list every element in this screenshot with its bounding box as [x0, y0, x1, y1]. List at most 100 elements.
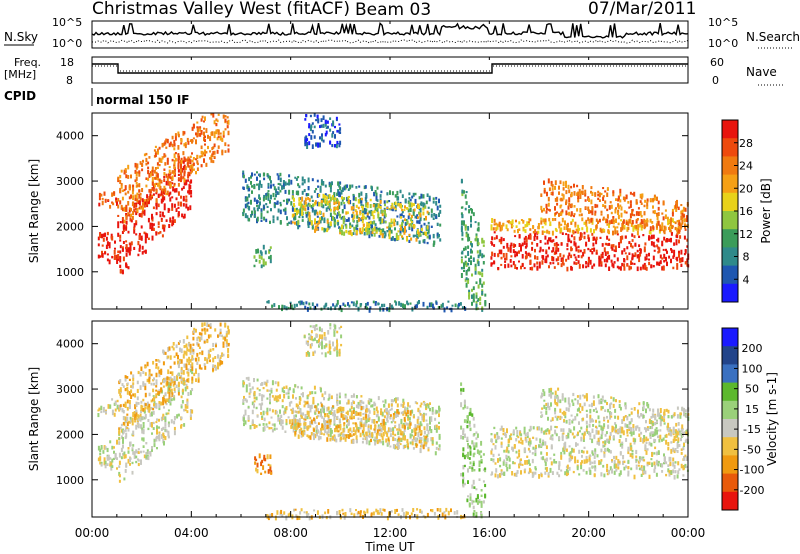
heatmap-cell — [438, 421, 440, 424]
heatmap-cell — [189, 364, 192, 369]
heatmap-cell — [126, 413, 129, 416]
heatmap-cell — [509, 244, 512, 250]
heatmap-cell — [192, 351, 195, 355]
heatmap-cell — [172, 188, 175, 192]
heatmap-cell — [460, 266, 463, 270]
heatmap-cell — [619, 188, 622, 194]
heatmap-cell — [189, 348, 192, 352]
heatmap-cell — [339, 425, 342, 431]
heatmap-cell — [307, 193, 310, 196]
heatmap-cell — [423, 438, 426, 443]
heatmap-cell — [163, 215, 166, 218]
heatmap-cell — [346, 410, 349, 416]
heatmap-cell — [184, 409, 187, 412]
heatmap-cell — [132, 430, 135, 436]
freq-panel-frame — [91, 56, 689, 84]
heatmap-cell — [129, 416, 132, 420]
heatmap-cell — [225, 342, 228, 348]
heatmap-cell — [146, 204, 149, 208]
heatmap-cell — [378, 228, 381, 231]
heatmap-cell — [426, 305, 429, 309]
heatmap-cell — [187, 171, 190, 176]
heatmap-cell — [633, 191, 636, 197]
heatmap-cell — [292, 428, 295, 433]
heatmap-cell — [139, 385, 142, 390]
heatmap-cell — [160, 201, 163, 204]
heatmap-cell — [259, 180, 261, 186]
heatmap-cell — [627, 201, 630, 204]
heatmap-cell — [279, 409, 281, 414]
heatmap-cell — [135, 414, 138, 419]
heatmap-cell — [160, 368, 163, 373]
heatmap-cell — [183, 423, 186, 427]
colorbar-tick-label: 20 — [739, 182, 753, 195]
heatmap-cell — [681, 215, 684, 220]
heatmap-cell — [188, 342, 191, 346]
heatmap-cell — [320, 179, 323, 184]
heatmap-cell — [437, 306, 440, 309]
heatmap-cell — [203, 322, 206, 326]
heatmap-cell — [465, 271, 468, 276]
heatmap-cell — [615, 218, 617, 223]
heatmap-cell — [504, 264, 507, 269]
heatmap-cell — [360, 200, 363, 204]
heatmap-cell — [186, 162, 189, 165]
heatmap-cell — [173, 416, 176, 421]
heatmap-cell — [297, 190, 300, 196]
heatmap-cell — [318, 202, 321, 207]
heatmap-cell — [352, 301, 355, 307]
heatmap-cell — [155, 206, 158, 210]
heatmap-cell — [490, 224, 493, 229]
heatmap-cell — [123, 189, 126, 192]
heatmap-cell — [158, 146, 161, 150]
heatmap-cell — [399, 230, 402, 234]
heatmap-cell — [116, 399, 119, 403]
heatmap-cell — [548, 265, 550, 269]
heatmap-cell — [269, 175, 271, 181]
heatmap-cell — [192, 162, 195, 166]
heatmap-cell — [374, 203, 377, 208]
heatmap-cell — [225, 330, 228, 336]
heatmap-cell — [204, 135, 206, 139]
heatmap-cell — [249, 425, 252, 430]
heatmap-cell — [124, 378, 127, 382]
heatmap-cell — [160, 434, 163, 439]
heatmap-cell — [313, 410, 316, 414]
heatmap-cell — [191, 347, 194, 353]
heatmap-cell — [431, 303, 434, 309]
heatmap-cell — [148, 173, 151, 178]
heatmap-cell — [126, 426, 129, 430]
heatmap-cell — [472, 453, 475, 458]
heatmap-cell — [210, 158, 213, 163]
heatmap-cell — [140, 410, 142, 414]
heatmap-cell — [332, 412, 335, 417]
heatmap-cell — [356, 228, 359, 232]
heatmap-cell — [365, 208, 368, 212]
heatmap-cell — [247, 201, 250, 204]
heatmap-cell — [267, 185, 270, 189]
heatmap-cell — [294, 384, 297, 388]
heatmap-cell — [158, 431, 161, 434]
heatmap-cell — [379, 194, 382, 198]
heatmap-cell — [253, 424, 256, 429]
heatmap-cell — [608, 223, 610, 229]
heatmap-cell — [350, 417, 353, 420]
heatmap-cell — [339, 181, 342, 184]
heatmap-cell — [411, 439, 414, 442]
heatmap-cell — [164, 140, 167, 145]
heatmap-cell — [349, 222, 352, 225]
heatmap-cell — [523, 267, 526, 270]
heatmap-cell — [173, 397, 176, 401]
heatmap-cell — [366, 222, 369, 226]
heatmap-cell — [350, 410, 353, 415]
heatmap-cell — [322, 204, 325, 209]
heatmap-cell — [502, 253, 505, 258]
heatmap-cell — [626, 263, 629, 267]
heatmap-cell — [558, 191, 560, 195]
heatmap-cell — [481, 290, 484, 296]
heatmap-cell — [396, 440, 399, 446]
heatmap-cell — [102, 409, 105, 413]
heatmap-cell — [679, 235, 682, 239]
heatmap-cell — [253, 396, 256, 400]
heatmap-cell — [268, 389, 271, 392]
